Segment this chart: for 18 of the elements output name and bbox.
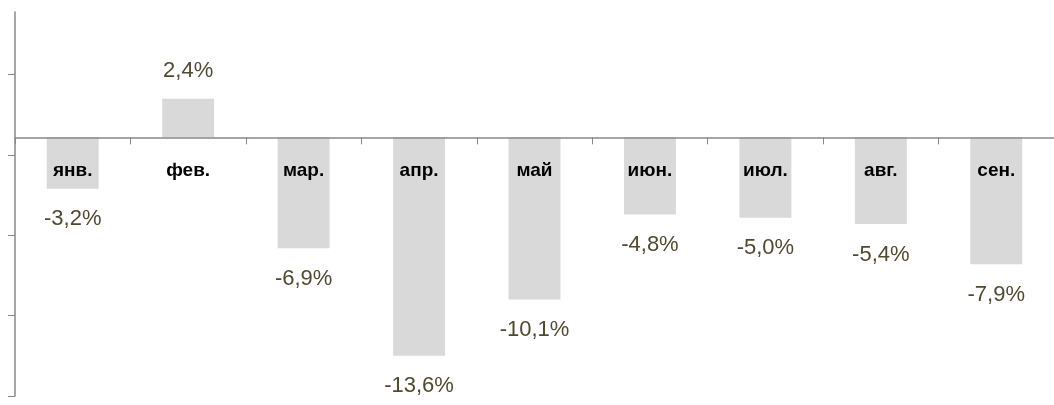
x-tick-label: июн. (627, 159, 673, 180)
x-tick-label: мар. (282, 159, 325, 180)
x-tick-label: май (516, 159, 553, 180)
x-tick-label: сен. (977, 159, 1016, 180)
x-tick-label: июл. (742, 159, 788, 180)
data-label: 2,4% (163, 57, 214, 83)
data-label: -3,2% (43, 205, 102, 231)
x-tick-label: авг. (864, 159, 898, 180)
x-tick-label: апр. (399, 159, 439, 180)
data-label: -13,6% (384, 372, 454, 398)
data-label: -4,8% (621, 230, 679, 256)
data-label: -10,1% (499, 316, 570, 342)
data-label: -5,0% (736, 234, 795, 260)
data-label: -6,9% (274, 264, 333, 290)
data-label: -5,4% (852, 240, 910, 266)
x-tick-label: янв. (51, 159, 93, 180)
x-tick-label: фев. (166, 159, 211, 180)
data-label: -7,9% (967, 280, 1026, 306)
